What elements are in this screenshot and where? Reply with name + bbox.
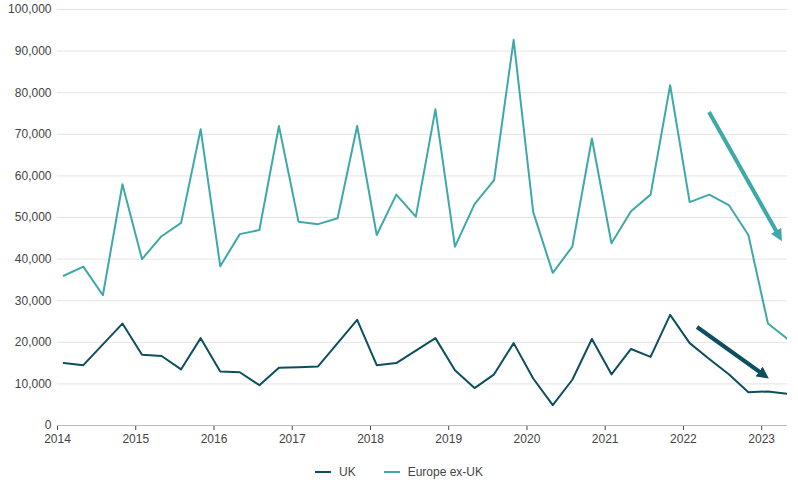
svg-text:2022: 2022: [670, 432, 697, 446]
svg-text:0: 0: [45, 418, 52, 432]
svg-text:2015: 2015: [122, 432, 149, 446]
svg-text:50,000: 50,000: [15, 210, 52, 224]
html-text:Europe ex-UK: Europe ex-UK: [407, 465, 483, 479]
svg-text:2021: 2021: [592, 432, 619, 446]
svg-text:2020: 2020: [514, 432, 541, 446]
svg-text:2019: 2019: [435, 432, 462, 446]
svg-text:40,000: 40,000: [15, 252, 52, 266]
svg-text:2016: 2016: [201, 432, 228, 446]
svg-text:2014: 2014: [44, 432, 71, 446]
svg-text:30,000: 30,000: [15, 294, 52, 308]
svg-text:2023: 2023: [748, 432, 775, 446]
svg-text:100,000: 100,000: [8, 2, 52, 16]
svg-text:2018: 2018: [357, 432, 384, 446]
svg-text:10,000: 10,000: [15, 377, 52, 391]
svg-text:20,000: 20,000: [15, 335, 52, 349]
svg-text:70,000: 70,000: [15, 127, 52, 141]
svg-text:60,000: 60,000: [15, 169, 52, 183]
html-text:UK: UK: [339, 465, 356, 479]
svg-text:90,000: 90,000: [15, 44, 52, 58]
svg-text:80,000: 80,000: [15, 86, 52, 100]
svg-text:2017: 2017: [279, 432, 306, 446]
